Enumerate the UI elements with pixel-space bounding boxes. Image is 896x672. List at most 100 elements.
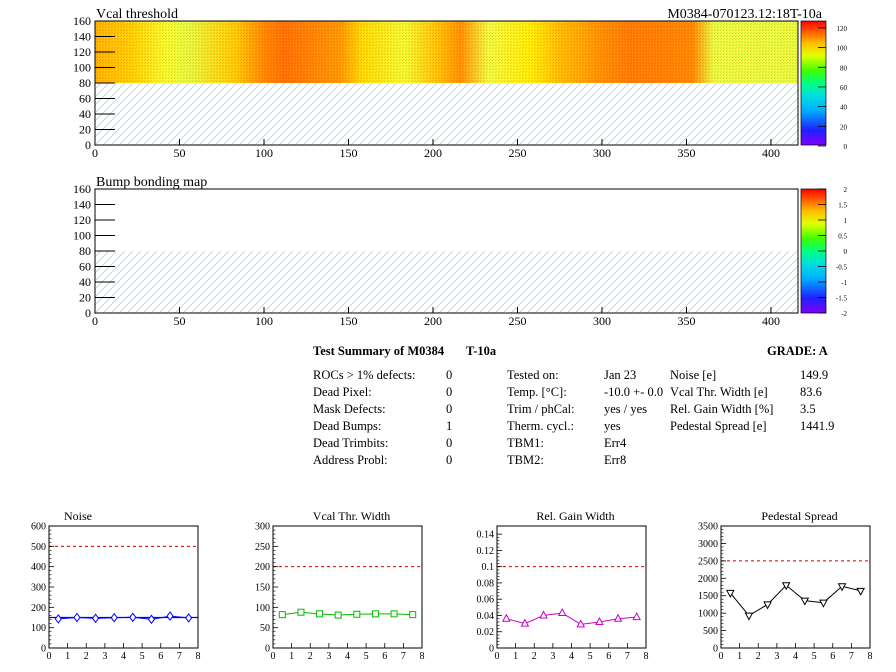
x-tick-label: 2 <box>756 651 761 662</box>
y-tick-label: 500 <box>703 626 718 637</box>
x-tick-label: 2 <box>84 651 89 662</box>
map1-x-axis: 0 50 100 150 200 250 300 350 400 <box>92 139 780 160</box>
dead-pixel-label: Dead Pixel: <box>313 385 372 399</box>
data-point <box>520 618 530 627</box>
plot-frame <box>720 525 871 649</box>
noise-value: 149.9 <box>800 368 829 382</box>
data-point <box>185 613 193 623</box>
noise-plot: Noise 0 100 200 300 400 500 600 0 1 2 3 4 5 6 7 8 <box>31 509 201 662</box>
y-tick-label: 0 <box>713 644 718 655</box>
x-tick-label: 4 <box>793 651 798 662</box>
map2-empty-region <box>95 251 798 313</box>
vcal-width-plot: Vcal Thr. Width 0 50 100 150 200 250 300 0 1 2 3 4 5 6… <box>255 509 425 662</box>
y-tick-label: 20 <box>79 123 91 137</box>
x-tick-label: 350 <box>677 146 695 160</box>
map2-colorbar-axis: -2 -1.5 -1 -0.5 0 0.5 1 1.5 2 <box>818 186 848 318</box>
y-tick-label: 0 <box>265 644 270 655</box>
data-point <box>800 597 810 606</box>
y-tick-label: 140 <box>73 198 91 212</box>
data-point <box>110 612 118 623</box>
x-tick-label: 0 <box>495 651 500 662</box>
colorbar-tick-label: 1.5 <box>838 202 847 210</box>
map2-x-axis: 0 50 100 150 200 250 300 350 400 <box>92 307 780 328</box>
x-tick-label: 0 <box>92 314 98 328</box>
y-tick-label: 100 <box>73 61 91 75</box>
data-point <box>576 619 586 628</box>
temp-label: Temp. [°C]: <box>507 385 567 399</box>
x-tick-label: 0 <box>719 651 724 662</box>
dead-bumps-label: Dead Bumps: <box>313 419 382 433</box>
y-tick-label: 60 <box>79 92 91 106</box>
x-tick-label: 300 <box>593 314 611 328</box>
y-tick-label: 0 <box>489 644 494 655</box>
data-point <box>166 611 174 621</box>
y-tick-label: 0.1 <box>482 562 495 573</box>
data-point <box>334 611 342 619</box>
tbm1-label: TBM1: <box>507 436 544 450</box>
x-tick-label: 5 <box>588 651 593 662</box>
vcal-threshold-map: Vcal threshold M0384-070123.12:18T-10a 0… <box>73 7 848 160</box>
rocs-defects-value: 0 <box>446 368 453 382</box>
mask-defects-value: 0 <box>446 402 453 416</box>
data-point <box>129 612 137 623</box>
data-point <box>837 583 847 592</box>
pedestal-spread-label: Pedestal Spread [e] <box>670 419 767 433</box>
y-tick-label: 50 <box>260 623 270 634</box>
map1-title: Vcal threshold <box>96 7 178 22</box>
colorbar-tick-label: 120 <box>837 25 848 33</box>
data-point <box>539 610 548 619</box>
therm-cycl-label: Therm. cycl.: <box>507 419 574 433</box>
vcal-width-value: 83.6 <box>800 385 822 399</box>
series-line <box>506 612 637 625</box>
plot-frame <box>272 525 423 649</box>
y-tick-label: 0 <box>85 138 91 152</box>
y-tick-label: 0 <box>85 306 91 320</box>
y-tick-label: 2500 <box>698 556 718 567</box>
y-tick-label: 3500 <box>698 522 718 533</box>
x-tick-label: 6 <box>158 651 163 662</box>
grade-label: GRADE: A <box>767 344 828 358</box>
x-tick-label: 8 <box>868 651 873 662</box>
x-tick-label: 8 <box>644 651 649 662</box>
x-tick-label: 0 <box>271 651 276 662</box>
colorbar-tick-label: 0.5 <box>838 233 847 241</box>
data-point <box>557 607 567 617</box>
data-point <box>725 589 735 598</box>
address-probl-value: 0 <box>446 453 453 467</box>
rocs-defects-label: ROCs > 1% defects: <box>313 368 416 382</box>
x-tick-label: 3 <box>550 651 555 662</box>
colorbar-tick-label: 1 <box>844 217 848 225</box>
y-tick-label: 2000 <box>698 574 718 585</box>
x-tick-label: 200 <box>424 146 442 160</box>
x-tick-label: 6 <box>382 651 387 662</box>
y-tick-label: 400 <box>31 562 46 573</box>
data-point <box>856 587 866 596</box>
dead-trimbits-value: 0 <box>446 436 453 450</box>
y-tick-label: 80 <box>79 76 91 90</box>
x-tick-label: 7 <box>625 651 630 662</box>
colorbar-tick-label: -1.5 <box>836 295 848 303</box>
colorbar-tick-label: 20 <box>840 123 848 131</box>
x-tick-label: 6 <box>830 651 835 662</box>
x-tick-label: 5 <box>364 651 369 662</box>
x-tick-label: 0 <box>47 651 52 662</box>
y-tick-label: 120 <box>73 213 91 227</box>
therm-cycl-value: yes <box>604 419 621 433</box>
x-tick-label: 1 <box>289 651 294 662</box>
data-point <box>390 610 398 618</box>
plot-title: Noise <box>64 509 92 523</box>
x-tick-label: 3 <box>326 651 331 662</box>
data-point <box>409 611 417 619</box>
noise-label: Noise [e] <box>670 368 717 382</box>
x-tick-label: 0 <box>92 146 98 160</box>
y-tick-label: 0 <box>41 644 46 655</box>
y-tick-label: 200 <box>31 603 46 614</box>
x-tick-label: 5 <box>140 651 145 662</box>
x-tick-label: 150 <box>339 314 357 328</box>
y-tick-label: 100 <box>73 229 91 243</box>
y-tick-label: 160 <box>73 14 91 28</box>
y-tick-label: 0.08 <box>477 578 495 589</box>
y-tick-label: 160 <box>73 182 91 196</box>
